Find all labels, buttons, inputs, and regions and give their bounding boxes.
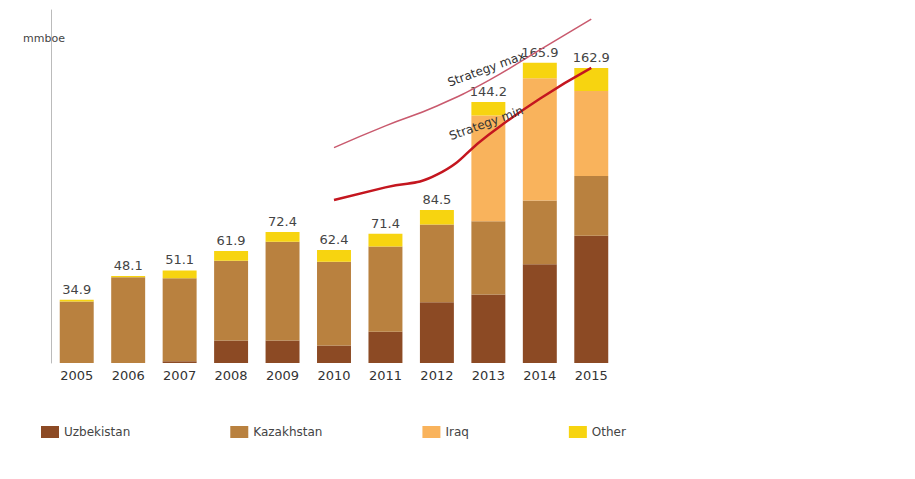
svg-text:48.1: 48.1 [114, 258, 143, 273]
svg-text:162.9: 162.9 [573, 50, 610, 65]
svg-text:2015: 2015 [575, 368, 608, 383]
svg-text:2007: 2007 [163, 368, 196, 383]
svg-text:2013: 2013 [472, 368, 505, 383]
svg-text:mmboe: mmboe [23, 32, 65, 45]
svg-text:Other: Other [592, 425, 626, 439]
svg-text:2005: 2005 [60, 368, 93, 383]
svg-text:Strategy max: Strategy max [446, 48, 527, 89]
svg-text:71.4: 71.4 [371, 216, 400, 231]
svg-text:2006: 2006 [112, 368, 145, 383]
svg-text:2009: 2009 [266, 368, 299, 383]
svg-text:Strategy min: Strategy min [447, 103, 525, 143]
svg-text:Kazakhstan: Kazakhstan [253, 425, 322, 439]
svg-text:72.4: 72.4 [268, 214, 297, 229]
svg-text:61.9: 61.9 [217, 233, 246, 248]
svg-text:51.1: 51.1 [165, 252, 194, 267]
svg-text:165.9: 165.9 [521, 44, 559, 60]
svg-text:2014: 2014 [523, 368, 556, 383]
svg-text:34.9: 34.9 [62, 282, 91, 297]
svg-text:144.2: 144.2 [470, 84, 507, 99]
svg-text:84.5: 84.5 [422, 192, 451, 207]
svg-text:2012: 2012 [420, 368, 453, 383]
svg-text:Uzbekistan: Uzbekistan [64, 425, 130, 439]
svg-text:62.4: 62.4 [320, 232, 349, 247]
svg-text:2008: 2008 [215, 368, 248, 383]
svg-text:2010: 2010 [317, 368, 350, 383]
svg-text:2011: 2011 [369, 368, 402, 383]
svg-text:Iraq: Iraq [445, 425, 468, 439]
